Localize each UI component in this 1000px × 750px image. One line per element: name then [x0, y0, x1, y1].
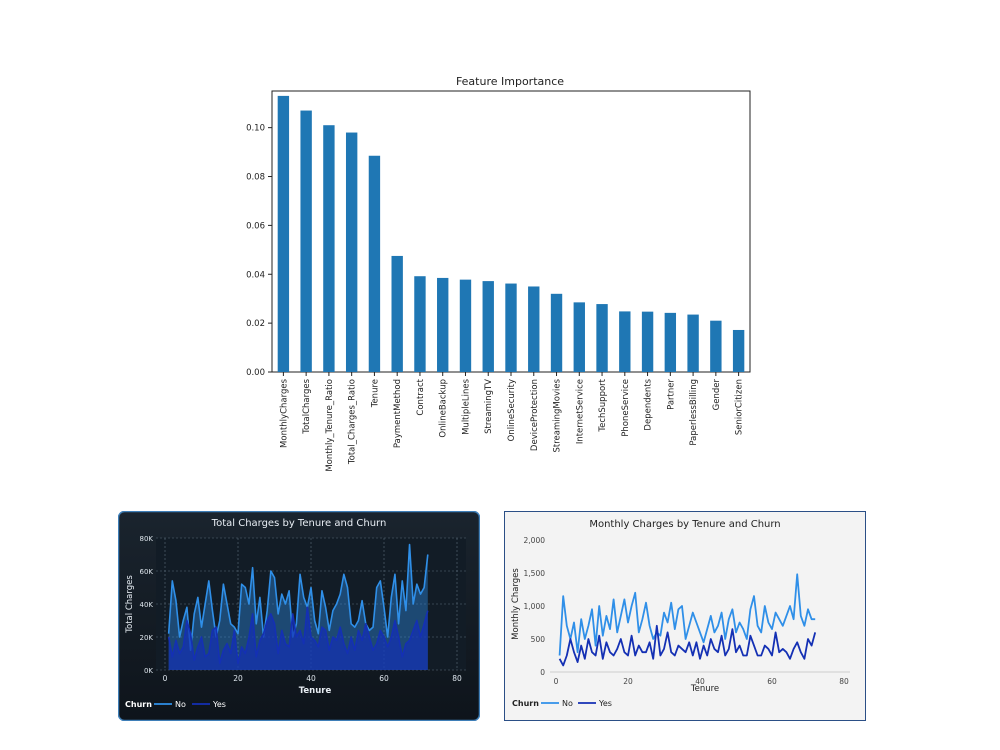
y-tick-label: 40K	[140, 601, 154, 609]
series-group	[558, 573, 817, 667]
x-axis: MonthlyCharges TotalCharges Monthly_Tenure…	[279, 372, 745, 472]
bar	[528, 286, 540, 372]
y-tick-label: 0.10	[246, 124, 265, 134]
y-tick-label: 0	[540, 668, 545, 677]
y-tick-label: 0K	[144, 667, 153, 675]
bar	[732, 329, 745, 372]
legend-title: Churn	[125, 700, 152, 709]
bar	[300, 110, 312, 373]
x-tick-label: InternetService	[575, 379, 585, 444]
bar	[710, 320, 722, 372]
bar	[323, 125, 335, 372]
x-tick-label: 0	[163, 674, 168, 683]
x-axis-label: Tenure	[690, 684, 719, 694]
x-tick-label: 40	[695, 677, 705, 686]
y-tick-label: 60K	[140, 568, 154, 576]
x-axis-label: Tenure	[299, 686, 332, 696]
bar	[459, 279, 472, 372]
bar	[596, 304, 608, 372]
x-tick-label: PaperlessBilling	[689, 379, 699, 446]
series-line-yes	[558, 624, 817, 667]
bar	[664, 312, 677, 372]
bar	[550, 293, 563, 372]
y-tick-label: 2,000	[524, 536, 546, 545]
total-charges-chart: Total Charges by Tenure and Churn 0K 20K 4…	[118, 511, 480, 721]
bar	[437, 277, 449, 372]
y-tick-label: 0.04	[246, 270, 265, 280]
x-tick-label: 0	[554, 677, 559, 686]
legend-label-no: No	[175, 700, 186, 709]
axes: 0 500 1,000 1,500 2,000 0 20 40 60 80	[524, 536, 850, 686]
x-tick-label: Gender	[712, 378, 722, 410]
y-tick-label: 500	[531, 635, 546, 644]
bar	[368, 155, 381, 372]
bar	[277, 95, 290, 372]
y-axis-label: Monthly Charges	[511, 568, 521, 640]
series-area-yes	[168, 607, 428, 670]
x-tick-label: 80	[452, 674, 462, 683]
x-tick-label: StreamingTV	[484, 379, 494, 434]
x-tick-label: OnlineBackup	[439, 379, 449, 438]
y-axis-label: Total Charges	[125, 575, 135, 634]
x-tick-label: OnlineSecurity	[507, 379, 517, 441]
bar-group	[277, 95, 745, 373]
bar	[345, 132, 358, 372]
bar	[505, 283, 517, 372]
x-tick-label: Contract	[416, 378, 426, 415]
bar	[391, 255, 403, 372]
chart-title: Feature Importance	[456, 75, 564, 88]
legend-label-yes: Yes	[598, 699, 612, 708]
x-tick-label: PaymentMethod	[393, 379, 403, 448]
x-tick-label: Partner	[666, 379, 676, 410]
y-tick-label: 0.06	[246, 221, 265, 231]
axes: 0K 20K 40K 60K 80K 0 20 40 60 80	[140, 535, 462, 683]
x-tick-label: 20	[623, 677, 633, 686]
x-tick-label: TechSupport	[598, 378, 608, 432]
x-tick-label: 20	[233, 674, 243, 683]
legend: Churn No Yes	[125, 700, 226, 709]
x-tick-label: 60	[379, 674, 389, 683]
chart-title: Total Charges by Tenure and Churn	[211, 518, 387, 529]
chart-title: Monthly Charges by Tenure and Churn	[589, 519, 780, 530]
bar	[482, 281, 494, 372]
feature-importance-chart: Feature Importance 0.000.020.040.060.080…	[246, 75, 751, 472]
monthly-charges-chart: Monthly Charges by Tenure and Churn 0 500…	[504, 511, 866, 721]
series-group	[167, 543, 429, 670]
legend: Churn No Yes	[512, 699, 612, 708]
y-tick-label: 80K	[140, 535, 154, 543]
x-tick-label: MonthlyCharges	[279, 378, 289, 448]
bar	[641, 311, 654, 372]
x-tick-label: StreamingMovies	[553, 378, 563, 452]
y-tick-label: 1,500	[524, 569, 546, 578]
x-tick-label: 60	[767, 677, 777, 686]
legend-label-no: No	[562, 699, 573, 708]
x-tick-label: SeniorCitizen	[735, 379, 745, 435]
y-axis: 0.00 0.02 0.04 0.06 0.08 0.10	[246, 124, 272, 378]
x-tick-label: 80	[839, 677, 849, 686]
x-tick-label: PhoneService	[621, 379, 631, 437]
x-tick-label: MultipleLines	[461, 378, 471, 434]
y-tick-label: 20K	[140, 634, 154, 642]
series-line-no	[167, 543, 429, 651]
bar	[687, 314, 699, 372]
legend-label-yes: Yes	[212, 700, 226, 709]
x-tick-label: Tenure	[370, 379, 380, 408]
series-line-no	[558, 573, 816, 656]
x-tick-label: Total_Charges_Ratio	[348, 379, 358, 465]
x-tick-label: Dependents	[644, 378, 654, 430]
bar	[414, 276, 426, 372]
x-tick-label: Monthly_Tenure_Ratio	[325, 379, 335, 472]
series-line-yes	[167, 606, 429, 665]
bar	[573, 302, 585, 372]
panel-background	[504, 511, 866, 721]
x-tick-label: TotalCharges	[302, 378, 312, 434]
y-tick-label: 0.00	[246, 368, 265, 378]
x-tick-label: 40	[306, 674, 316, 683]
bar	[619, 311, 631, 372]
y-tick-label: 0.08	[246, 173, 265, 183]
legend-title: Churn	[512, 699, 539, 708]
y-tick-label: 0.02	[246, 319, 265, 329]
x-tick-label: DeviceProtection	[530, 379, 540, 451]
y-tick-label: 1,000	[524, 602, 546, 611]
